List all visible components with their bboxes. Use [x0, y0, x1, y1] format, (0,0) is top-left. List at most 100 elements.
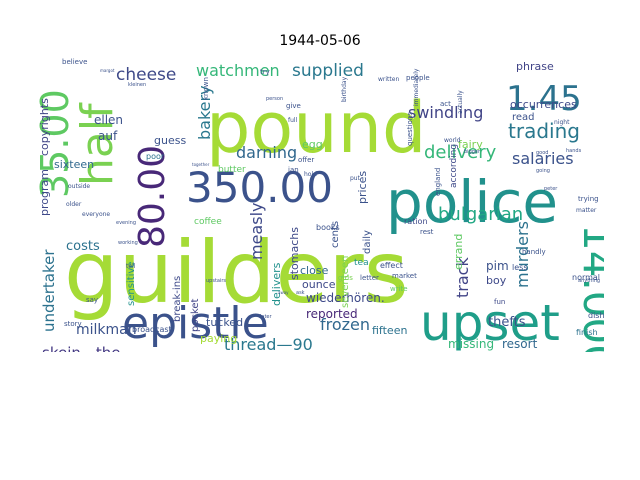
word-87: say — [86, 296, 98, 304]
word-16: watchmen — [196, 61, 280, 80]
word-17: cheese — [116, 65, 176, 85]
word-27: track — [453, 257, 472, 298]
word-98: hold — [304, 171, 317, 178]
word-4: upset — [420, 294, 560, 352]
word-11: murders — [513, 221, 532, 288]
word-123: away — [278, 290, 289, 295]
word-64: coffee — [194, 217, 222, 227]
word-21: measly — [247, 203, 266, 260]
word-35: ellen — [94, 113, 123, 127]
word-43: fairy — [458, 138, 483, 151]
word-79: letter — [360, 274, 379, 282]
word-5: 14.000 — [574, 224, 604, 352]
word-100: act — [440, 100, 451, 108]
word-60: seventeen — [340, 256, 351, 308]
word-31: thefts — [488, 315, 526, 330]
word-33: resort — [502, 337, 538, 351]
word-61: cents — [330, 221, 341, 248]
word-37: guess — [154, 134, 186, 147]
word-70: books — [316, 223, 340, 232]
word-44: errand — [452, 234, 465, 270]
word-47: ounce — [302, 278, 336, 291]
word-81: write — [390, 285, 408, 293]
word-69: ration — [404, 217, 428, 226]
word-111: outside — [68, 183, 90, 190]
word-3: epistle — [122, 298, 269, 349]
word-65: broadcast — [132, 325, 172, 334]
word-94: full — [288, 117, 298, 124]
word-91: known — [202, 77, 210, 100]
word-125: good — [536, 150, 548, 156]
word-126: person — [266, 96, 283, 102]
word-58: paying — [200, 332, 237, 345]
word-14: bulgarian — [438, 204, 523, 225]
word-32: missing — [448, 337, 494, 351]
word-114: later — [260, 314, 272, 320]
word-92: questions — [406, 112, 414, 146]
word-52: delivers — [270, 262, 283, 306]
word-95: jan — [287, 166, 299, 174]
word-51: egg — [302, 138, 323, 151]
word-103: actually — [457, 90, 464, 114]
word-50: daily — [362, 230, 373, 254]
word-99: put — [350, 175, 361, 182]
word-29: reported — [306, 307, 358, 321]
word-122: together — [192, 162, 210, 167]
word-110: older — [66, 201, 82, 208]
word-48: close — [300, 264, 329, 277]
word-39: copyrights — [38, 98, 51, 156]
word-106: going — [536, 168, 550, 174]
word-119: tell — [126, 263, 136, 270]
word-90: people — [406, 74, 430, 82]
word-101: birthday — [341, 76, 348, 102]
word-36: auf — [98, 129, 118, 143]
word-108: night — [554, 119, 570, 126]
word-118: evening — [116, 220, 136, 226]
word-49: prices — [356, 171, 369, 204]
word-68: tea — [354, 258, 369, 268]
word-105: world — [444, 137, 461, 144]
word-67: butter — [218, 165, 246, 175]
word-85: matter — [576, 207, 597, 214]
word-73: dishes — [588, 311, 604, 320]
word-6: half — [72, 102, 123, 186]
word-86: story — [64, 320, 82, 328]
word-53: stomachs — [288, 227, 301, 280]
word-63: according — [449, 144, 459, 188]
word-75: handly — [522, 248, 546, 256]
word-0: guilders — [64, 223, 409, 323]
word-72: normal — [572, 273, 600, 282]
chart-title: 1944-05-06 — [279, 33, 361, 49]
word-56: sensitive — [126, 262, 137, 306]
word-104: immediately — [413, 68, 420, 106]
word-38: sixteen — [54, 158, 94, 171]
word-55: pocket — [190, 298, 201, 332]
word-84: trying — [578, 195, 599, 203]
word-97: try — [260, 68, 270, 76]
word-120: kleinen — [128, 82, 146, 88]
word-115: ask — [296, 290, 305, 296]
word-82: wants — [420, 351, 441, 352]
word-25: frozen — [320, 315, 370, 334]
word-20: bakery — [195, 85, 214, 140]
word-15: supplied — [292, 61, 364, 81]
word-13: delivery — [424, 142, 497, 163]
word-59: fifteen — [372, 324, 407, 337]
word-22: undertaker — [40, 249, 58, 332]
word-10: 80.00 — [132, 145, 173, 248]
word-7: 35.00 — [36, 89, 77, 198]
word-76: rest — [420, 228, 434, 236]
word-80: girls — [338, 274, 353, 282]
word-42: occurrences — [510, 98, 577, 111]
word-71: less — [512, 263, 527, 272]
word-78: market — [392, 272, 417, 280]
word-107: peter — [544, 186, 558, 192]
word-18: swindling — [408, 103, 483, 122]
word-102: england — [434, 168, 442, 196]
word-88: believe — [62, 58, 87, 66]
word-1: pound — [206, 87, 426, 169]
word-112: bigger — [464, 149, 481, 155]
word-54: break-ins — [172, 276, 183, 322]
word-40: program — [38, 169, 51, 216]
